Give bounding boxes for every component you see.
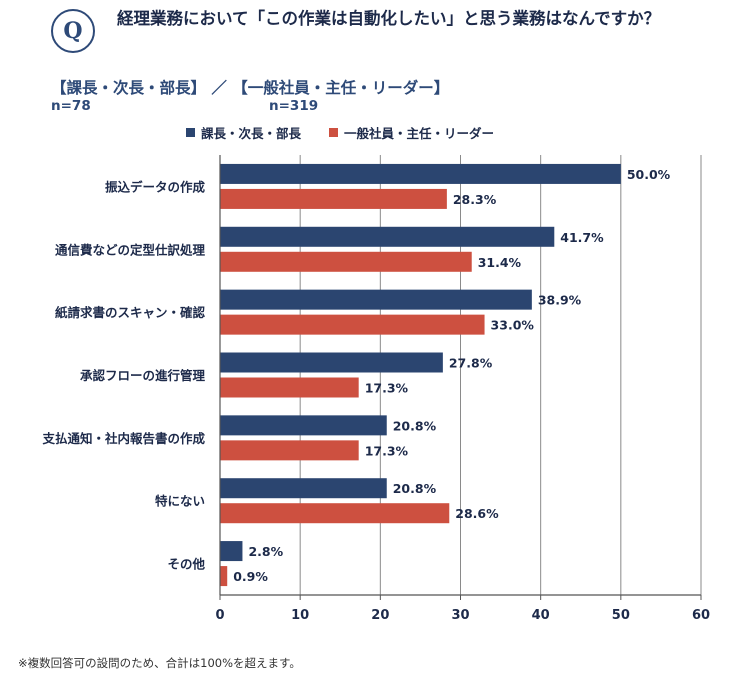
data-label: 50.0%	[627, 167, 671, 182]
data-label: 0.9%	[233, 569, 268, 584]
data-label: 31.4%	[478, 255, 522, 270]
bar-staff	[220, 503, 450, 524]
bar-chart: 振込データの作成 50.0% 28.3% 通信費などの定型仕訳処理 41.7% 31.4%…	[41, 155, 710, 623]
data-label: 38.9%	[538, 293, 582, 308]
bar-manager	[220, 415, 387, 436]
chart-legend: 課長・次長・部長 一般社員・主任・リーダー	[186, 123, 522, 142]
data-label: 17.3%	[365, 443, 409, 458]
bar-manager	[220, 163, 621, 184]
bar-staff	[220, 566, 228, 587]
category-label: 振込データの作成	[105, 179, 206, 194]
category-label: その他	[167, 557, 205, 572]
x-tick-label: 0	[215, 608, 224, 623]
legend-swatch-staff	[329, 128, 339, 137]
n-manager: n=78	[51, 98, 91, 114]
data-label: 28.6%	[455, 506, 499, 521]
legend-label-manager: 課長・次長・部長	[201, 126, 302, 141]
bar-staff	[220, 314, 485, 335]
x-tick-label: 40	[532, 608, 550, 623]
x-tick-label: 10	[291, 608, 309, 623]
data-label: 33.0%	[491, 318, 535, 333]
q-letter: Q	[63, 18, 83, 44]
question-badge: Q	[51, 9, 95, 53]
bar-staff	[220, 251, 472, 272]
bar-staff	[220, 377, 359, 398]
category-label: 承認フローの進行管理	[80, 368, 206, 383]
n-staff: n=319	[269, 98, 319, 114]
data-label: 20.8%	[393, 418, 437, 433]
question-text: 経理業務において「この作業は自動化したい」と思う業務はなんですか？	[117, 9, 661, 28]
data-label: 28.3%	[453, 192, 497, 207]
x-tick-label: 20	[371, 608, 389, 623]
data-label: 2.8%	[248, 544, 283, 559]
data-label: 17.3%	[365, 381, 409, 396]
category-label: 支払通知・社内報告書の作成	[41, 431, 205, 446]
footnote: ※複数回答可の設問のため、合計は100%を超えます。	[18, 656, 301, 670]
data-label: 41.7%	[560, 230, 604, 245]
x-tick-label: 50	[612, 608, 630, 623]
category-label: 特にない	[155, 494, 205, 509]
bar-manager	[220, 541, 243, 562]
category-label: 紙請求書のスキャン・確認	[55, 305, 206, 320]
category-label: 通信費などの定型仕訳処理	[55, 242, 206, 257]
legend-item-staff: 一般社員・主任・リーダー	[329, 123, 494, 142]
bar-manager	[220, 478, 387, 499]
bar-manager	[220, 289, 532, 310]
data-label: 20.8%	[393, 481, 437, 496]
legend-item-manager: 課長・次長・部長	[186, 123, 301, 142]
legend-swatch-manager	[186, 128, 195, 137]
bar-manager	[220, 226, 555, 247]
x-tick-label: 60	[692, 608, 710, 623]
legend-label-staff: 一般社員・主任・リーダー	[344, 126, 495, 141]
group-headers: 【課長・次長・部長】 ／ 【一般社員・主任・リーダー】	[51, 79, 450, 97]
x-tick-label: 30	[451, 608, 469, 623]
bar-staff	[220, 440, 359, 461]
bar-staff	[220, 188, 447, 209]
data-label: 27.8%	[449, 356, 493, 371]
bar-manager	[220, 352, 443, 373]
